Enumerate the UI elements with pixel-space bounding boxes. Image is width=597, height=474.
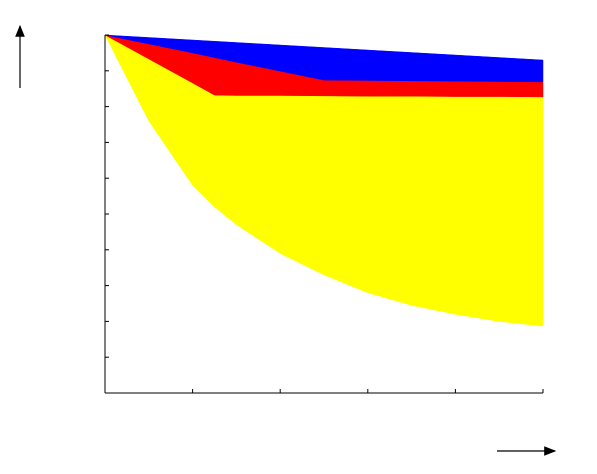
- band-area: [104, 34, 544, 83]
- plot-area: [104, 34, 544, 394]
